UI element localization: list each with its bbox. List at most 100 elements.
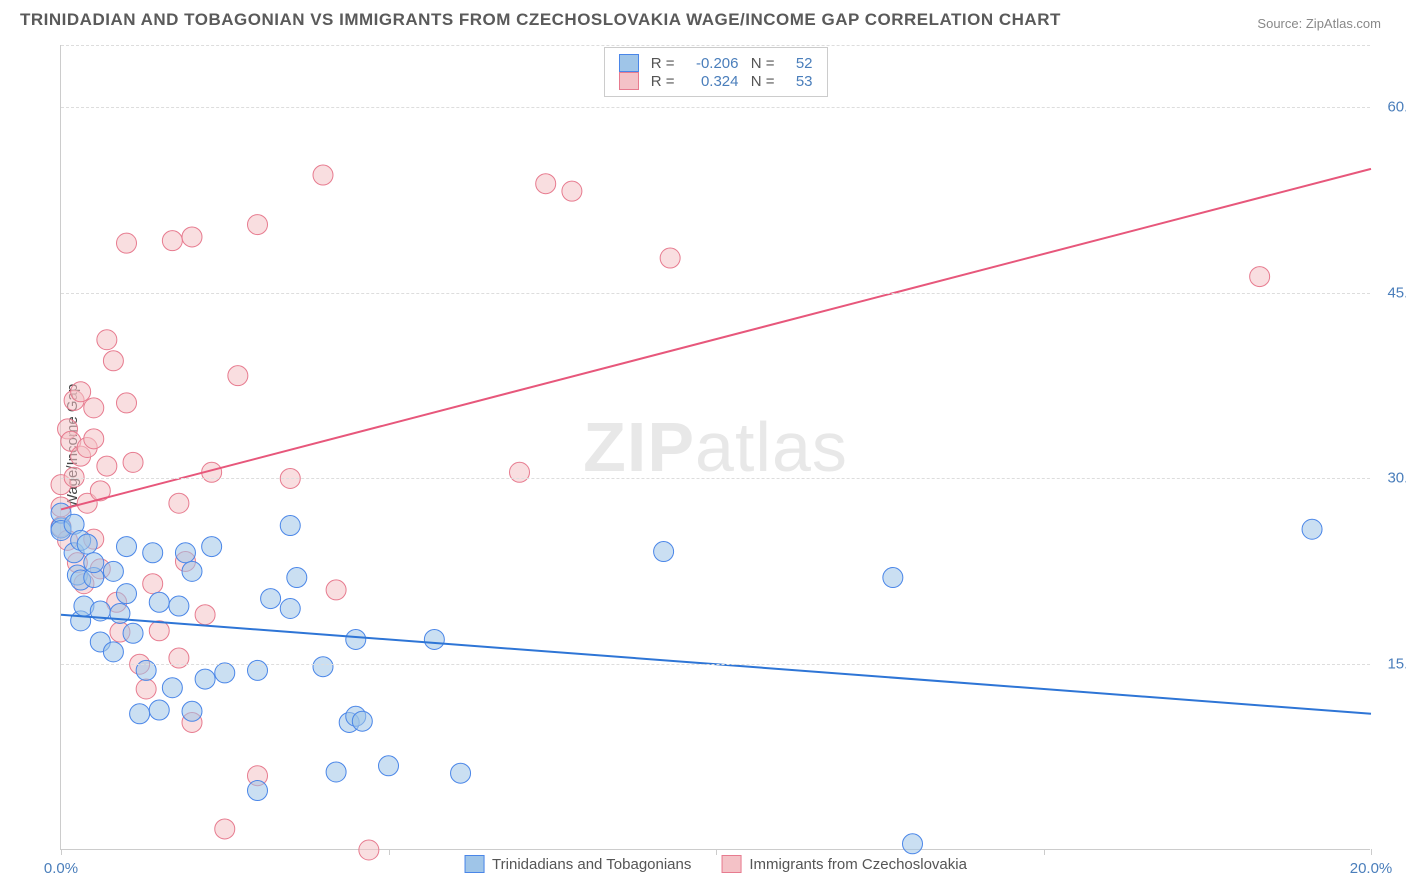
chart-container: TRINIDADIAN AND TOBAGONIAN VS IMMIGRANTS… <box>0 0 1406 892</box>
legend-n-label: N = <box>747 73 775 90</box>
legend-row: R =-0.206N =52 <box>619 54 813 72</box>
data-point <box>123 623 143 643</box>
legend-r-value: 0.324 <box>683 73 739 90</box>
data-point <box>103 642 123 662</box>
data-point <box>149 592 169 612</box>
gridline <box>61 478 1370 479</box>
legend-item: Trinidadians and Tobagonians <box>464 855 691 873</box>
legend-n-value: 53 <box>783 73 813 90</box>
legend-r-label: R = <box>647 73 675 90</box>
data-point <box>202 537 222 557</box>
data-point <box>215 819 235 839</box>
data-point <box>175 543 195 563</box>
gridline <box>61 45 1370 46</box>
source-attribution: Source: ZipAtlas.com <box>1257 16 1381 31</box>
gridline <box>61 664 1370 665</box>
data-point <box>359 840 379 860</box>
data-point <box>169 493 189 513</box>
legend-swatch <box>619 54 639 72</box>
data-point <box>536 174 556 194</box>
data-point <box>248 215 268 235</box>
correlation-legend: R =-0.206N =52R = 0.324 N = 53 <box>604 47 828 97</box>
legend-swatch <box>464 855 484 873</box>
series-legend: Trinidadians and Tobagonians Immigrants f… <box>464 855 967 873</box>
data-point <box>228 366 248 386</box>
x-tick <box>1044 849 1045 855</box>
gridline <box>61 107 1370 108</box>
data-point <box>654 542 674 562</box>
data-point <box>660 248 680 268</box>
data-point <box>117 233 137 253</box>
data-point <box>903 834 923 854</box>
data-point <box>84 429 104 449</box>
data-point <box>84 553 104 573</box>
data-point <box>77 534 97 554</box>
data-point <box>71 382 91 402</box>
data-point <box>313 657 333 677</box>
y-tick-label: 30.0% <box>1375 470 1406 487</box>
data-point <box>143 574 163 594</box>
chart-title: TRINIDADIAN AND TOBAGONIAN VS IMMIGRANTS… <box>20 10 1061 30</box>
legend-swatch <box>619 72 639 90</box>
plot-area: ZIPatlas R =-0.206N =52R =0.324N =53 Tri… <box>60 45 1370 850</box>
data-point <box>97 330 117 350</box>
data-point <box>117 584 137 604</box>
data-point <box>117 393 137 413</box>
legend-label: Trinidadians and Tobagonians <box>492 856 691 873</box>
data-point <box>195 605 215 625</box>
legend-r-label: R = <box>647 55 675 72</box>
data-point <box>117 537 137 557</box>
legend-swatch <box>721 855 741 873</box>
x-tick-label: 20.0% <box>1350 860 1393 877</box>
data-point <box>215 663 235 683</box>
data-point <box>182 701 202 721</box>
data-point <box>162 231 182 251</box>
data-point <box>326 580 346 600</box>
data-point <box>182 561 202 581</box>
y-tick-label: 60.0% <box>1375 98 1406 115</box>
source-link[interactable]: ZipAtlas.com <box>1306 16 1381 31</box>
data-point <box>280 599 300 619</box>
data-point <box>379 756 399 776</box>
x-tick <box>61 849 62 855</box>
data-point <box>130 704 150 724</box>
data-point <box>123 452 143 472</box>
data-point <box>352 711 372 731</box>
gridline <box>61 293 1370 294</box>
data-point <box>169 596 189 616</box>
data-point <box>883 568 903 588</box>
x-tick <box>716 849 717 855</box>
data-point <box>261 589 281 609</box>
data-point <box>346 629 366 649</box>
data-point <box>1302 519 1322 539</box>
data-point <box>143 543 163 563</box>
data-point <box>280 516 300 536</box>
data-point <box>97 456 117 476</box>
data-point <box>1250 267 1270 287</box>
data-point <box>248 781 268 801</box>
source-label: Source: <box>1257 16 1302 31</box>
data-point <box>103 561 123 581</box>
data-point <box>562 181 582 201</box>
data-point <box>182 227 202 247</box>
data-point <box>326 762 346 782</box>
data-point <box>451 763 471 783</box>
data-point <box>287 568 307 588</box>
y-tick-label: 45.0% <box>1375 284 1406 301</box>
data-point <box>84 398 104 418</box>
legend-n-value: 52 <box>783 55 813 72</box>
data-point <box>64 467 84 487</box>
x-tick-label: 0.0% <box>44 860 78 877</box>
x-tick <box>389 849 390 855</box>
data-point <box>162 678 182 698</box>
data-point <box>195 669 215 689</box>
y-tick-label: 15.0% <box>1375 656 1406 673</box>
data-point <box>424 629 444 649</box>
legend-item: Immigrants from Czechoslovakia <box>721 855 967 873</box>
data-point <box>149 700 169 720</box>
scatter-svg <box>61 45 1370 849</box>
legend-label: Immigrants from Czechoslovakia <box>749 856 967 873</box>
data-point <box>103 351 123 371</box>
data-point <box>149 621 169 641</box>
data-point <box>136 679 156 699</box>
